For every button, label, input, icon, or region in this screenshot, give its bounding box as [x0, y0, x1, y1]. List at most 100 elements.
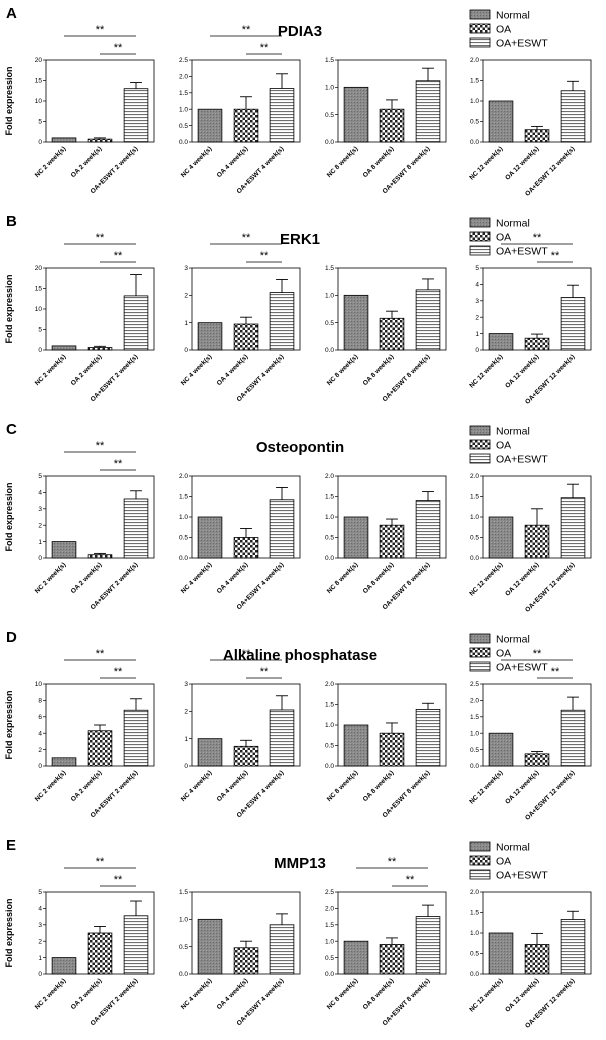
bar-eswt [123, 709, 149, 767]
y-tick-label: 3 [38, 506, 42, 513]
legend: Normal OA OA+ESWT [469, 10, 548, 50]
bar-normal [488, 732, 514, 767]
category-label: NC 12 week(s) [468, 769, 504, 805]
y-tick-label: 1.0 [470, 730, 479, 737]
y-tick-label: 10 [35, 98, 43, 105]
y-tick-label: 1 [38, 955, 42, 962]
bar-normal [51, 137, 77, 143]
significance-label: ** [533, 232, 542, 244]
y-tick-label: 1 [38, 539, 42, 546]
y-axis-label: Fold expression [4, 482, 14, 551]
category-label: NC 2 week(s) [34, 769, 68, 803]
legend-swatch-1 [469, 855, 491, 866]
category-label: OA 4 week(s) [216, 353, 250, 387]
bar-oa [524, 129, 550, 143]
y-tick-label: 1.5 [470, 78, 479, 85]
y-tick-label: 3 [184, 265, 188, 272]
category-label: NC 8 week(s) [326, 561, 360, 595]
bar-eswt [560, 709, 586, 767]
subplot-2: 0.00.51.01.5NC 4 week(s) OA 4 week(s)OA+E… [179, 889, 301, 1027]
category-label: OA 12 week(s) [504, 353, 540, 389]
significance-label: ** [96, 440, 105, 452]
legend-label: OA [496, 232, 511, 244]
y-tick-label: 8 [38, 698, 42, 705]
y-tick-label: 2.0 [325, 681, 334, 688]
bar-eswt [415, 80, 441, 143]
bar-eswt [560, 297, 586, 351]
y-axis-label: Fold expression [4, 898, 14, 967]
y-tick-label: 0.5 [179, 535, 188, 542]
significance-label: ** [551, 666, 560, 678]
legend-swatch-0 [469, 633, 491, 644]
category-label: OA 8 week(s) [362, 145, 396, 179]
y-tick-label: 1.5 [470, 714, 479, 721]
significance-label: ** [260, 250, 269, 262]
legend-swatch-0 [469, 425, 491, 436]
panel-title: PDIA3 [278, 23, 322, 40]
significance-label: ** [242, 232, 251, 244]
category-label: OA 4 week(s) [216, 145, 250, 179]
significance-label: ** [96, 24, 105, 36]
category-label: NC 12 week(s) [468, 145, 504, 181]
legend-label: OA+ESWT [496, 38, 548, 50]
y-tick-label: 0 [184, 347, 188, 354]
y-tick-label: 3 [38, 922, 42, 929]
bar-eswt [560, 919, 586, 975]
significance-label: ** [96, 232, 105, 244]
significance-label: ** [114, 458, 123, 470]
y-tick-label: 0 [38, 347, 42, 354]
y-tick-label: 5 [38, 889, 42, 896]
y-tick-label: 3 [184, 681, 188, 688]
bar-normal [197, 108, 223, 143]
y-tick-label: 2.5 [179, 57, 188, 64]
y-tick-label: 1.5 [470, 494, 479, 501]
bar-normal [488, 100, 514, 143]
subplot-3: 0.00.51.01.52.0NC 8 week(s) OA 8 week(s)O… [325, 473, 447, 611]
legend-swatch-2 [469, 37, 491, 48]
bar-eswt [123, 915, 149, 975]
y-tick-label: 1 [184, 736, 188, 743]
category-label: NC 2 week(s) [34, 561, 68, 595]
bar-eswt [269, 709, 295, 767]
bar-normal [343, 516, 369, 559]
y-tick-label: 0 [184, 763, 188, 770]
subplot-2: 0.0 0.5 1.0 1.5 2.0 2.5 NC 4 week(s) OA 4 week(… [179, 24, 301, 195]
category-label: OA 2 week(s) [70, 561, 104, 595]
y-tick-label: 1.0 [325, 514, 334, 521]
legend-label: OA [496, 648, 511, 660]
y-tick-label: 2.0 [179, 74, 188, 81]
significance-label: ** [260, 666, 269, 678]
legend-label: OA+ESWT [496, 662, 548, 674]
legend-label: Normal [496, 426, 530, 438]
y-tick-label: 1.0 [179, 917, 188, 924]
significance-label: ** [96, 856, 105, 868]
category-label: OA 2 week(s) [70, 977, 104, 1011]
y-tick-label: 0 [38, 763, 42, 770]
panel-c: C Osteopontin Normal OA OA+ESWT Fold expressi… [4, 421, 592, 614]
y-tick-label: 0 [38, 971, 42, 978]
category-label: OA 8 week(s) [362, 769, 396, 803]
bar-eswt [269, 499, 295, 559]
bar-eswt [415, 500, 441, 559]
bar-oa [233, 947, 259, 975]
y-tick-label: 0.5 [470, 119, 479, 126]
subplot-3: 0.00.51.01.52.0NC 8 week(s) OA 8 week(s)O… [325, 681, 447, 819]
subplot-4: 0.0 0.5 1.0 1.5 2.0 NC 12 week(s) OA 12 week(s… [468, 889, 592, 1030]
y-tick-label: 1.0 [179, 106, 188, 113]
y-tick-label: 2.0 [325, 906, 334, 913]
category-label: NC 4 week(s) [180, 977, 214, 1011]
y-tick-label: 20 [35, 57, 43, 64]
category-label: OA 8 week(s) [362, 353, 396, 387]
panel-title: MMP13 [274, 855, 326, 872]
legend-label: OA [496, 440, 511, 452]
legend-swatch-1 [469, 231, 491, 242]
y-tick-label: 0.0 [325, 971, 334, 978]
bar-normal [51, 345, 77, 351]
significance-label: ** [260, 42, 269, 54]
significance-label: ** [114, 874, 123, 886]
bar-eswt [123, 498, 149, 559]
